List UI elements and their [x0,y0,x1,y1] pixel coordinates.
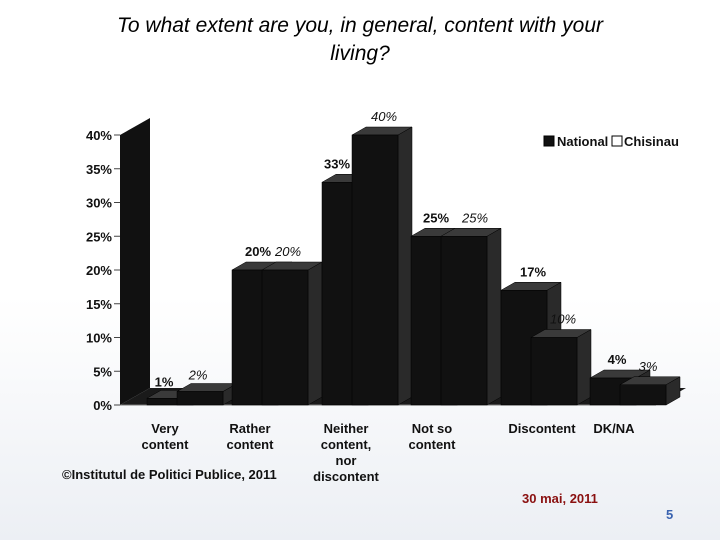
y-tick-label: 40% [86,128,112,143]
legend-swatch-chisinau [611,135,623,147]
bar-chisinau [261,269,309,406]
chart-title: To what extent are you, in general, cont… [40,12,680,68]
y-tick-label: 30% [86,196,112,211]
side-wall [120,118,150,405]
data-label-chisinau: 2% [188,368,208,383]
y-tick-label: 20% [86,263,112,278]
data-label-chisinau: 40% [371,109,397,124]
bar-chisinau [176,391,224,406]
chart-title-line-1: To what extent are you, in general, cont… [116,14,603,37]
bar-chisinau [619,384,667,406]
x-category-label: Rather content [226,421,274,452]
chart-title-line-2: living? [330,42,390,65]
x-category-label: Neither content, nor discontent [313,421,379,484]
bar-chisinau-side [576,329,592,406]
date-label: 30 mai, 2011 [522,491,598,506]
y-tick-label: 5% [93,364,112,379]
x-category-label: Not so content [408,421,456,452]
data-label-national: 25% [423,210,449,225]
x-category-label: DK/NA [593,421,635,436]
bar-chisinau [351,134,399,406]
y-tick-label: 25% [86,229,112,244]
data-label-national: 33% [324,156,350,171]
x-category-label: Discontent [508,421,576,436]
data-label-national: 20% [245,244,271,259]
y-tick-label: 15% [86,297,112,312]
page-number: 5 [666,507,674,522]
bar-chisinau [440,236,488,406]
y-tick-label: 10% [86,331,112,346]
legend-label-national: National [557,134,608,149]
data-label-chisinau: 3% [639,359,658,374]
bar-chisinau-side [307,261,323,406]
data-label-national: 17% [520,264,546,279]
y-tick-label: 0% [93,398,112,413]
data-label-national: 1% [155,374,174,389]
bar-chisinau-side [397,126,413,406]
data-label-chisinau: 20% [274,244,301,259]
data-label-chisinau: 10% [550,312,576,327]
source-credit: ©Institutul de Politici Publice, 2011 [62,467,277,482]
data-label-national: 4% [608,352,627,367]
data-label-chisinau: 25% [461,210,488,225]
y-tick-label: 35% [86,162,112,177]
legend-swatch-national [543,135,555,147]
x-category-label: Very content [141,421,189,452]
legend-label-chisinau: Chisinau [624,134,679,149]
bar-chisinau-side [486,227,502,406]
bar-chisinau [530,337,578,406]
